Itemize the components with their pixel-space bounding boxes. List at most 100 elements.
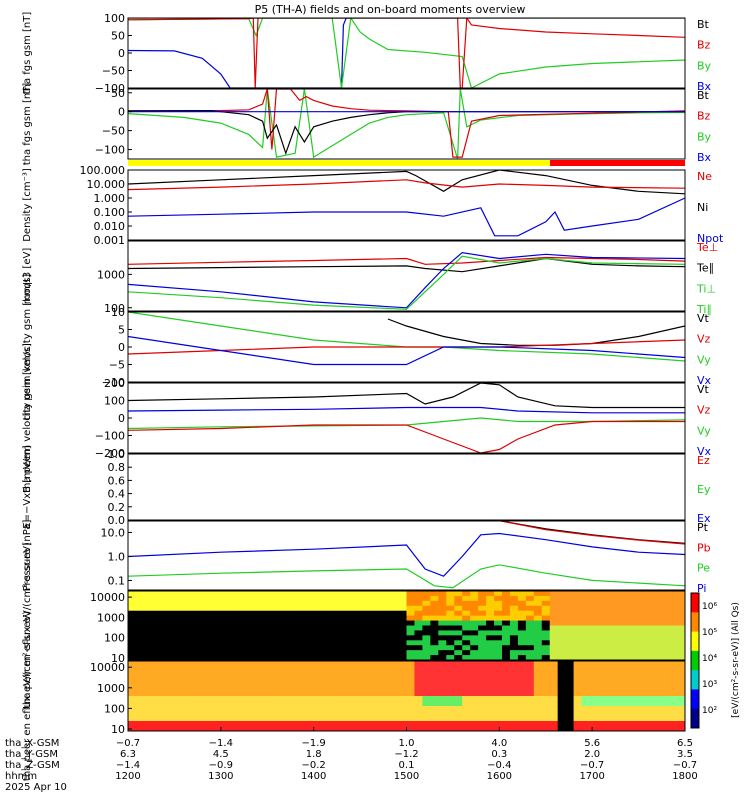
heatmap-cell — [526, 661, 534, 667]
heatmap-cell — [239, 686, 247, 692]
heatmap-cell — [327, 616, 335, 621]
heatmap-cell — [518, 606, 526, 611]
heatmap-cell — [550, 626, 558, 631]
heatmap-cell — [550, 596, 558, 601]
heatmap-cell — [661, 621, 669, 626]
heatmap-cell — [247, 706, 255, 712]
heatmap-cell — [407, 611, 415, 616]
heatmap-cell — [399, 591, 407, 596]
heatmap-cell — [200, 626, 208, 631]
heatmap-cell — [303, 686, 311, 692]
heatmap-cell — [231, 601, 239, 606]
axis-row-label: tha_Z-GSM — [5, 760, 60, 771]
heatmap-cell — [335, 686, 343, 692]
heatmap-cell — [319, 621, 327, 626]
heatmap-cell — [661, 611, 669, 616]
heatmap-cell — [343, 621, 351, 626]
heatmap-cell — [677, 640, 685, 645]
heatmap-cell — [582, 701, 590, 707]
heatmap-cell — [542, 616, 550, 621]
heatmap-cell — [486, 591, 494, 596]
heatmap-cell — [160, 606, 168, 611]
heatmap-cell — [399, 691, 407, 697]
heatmap-cell — [414, 650, 422, 655]
heatmap-cell — [271, 616, 279, 621]
heatmap-cell — [160, 686, 168, 692]
heatmap-cell — [239, 676, 247, 682]
heatmap-cell — [566, 611, 574, 616]
heatmap-cell — [223, 716, 231, 722]
heatmap-cell — [287, 671, 295, 677]
heatmap-cell — [677, 596, 685, 601]
heatmap-cell — [351, 716, 359, 722]
heatmap-cell — [303, 640, 311, 645]
ytick-label: 0.001 — [94, 234, 126, 247]
colorbar-tick-label: 10⁴ — [702, 654, 717, 664]
heatmap-cell — [566, 635, 574, 640]
heatmap-cell — [597, 676, 605, 682]
heatmap-cell — [462, 611, 470, 616]
heatmap-cell — [192, 621, 200, 626]
heatmap-cell — [391, 606, 399, 611]
heatmap-cell — [590, 666, 598, 672]
heatmap-cell — [582, 630, 590, 635]
ytick-label: 0 — [118, 106, 125, 119]
heatmap-cell — [526, 691, 534, 697]
heatmap-cell — [478, 686, 486, 692]
heatmap-cell — [653, 611, 661, 616]
heatmap-cell — [494, 711, 502, 717]
heatmap-cell — [263, 691, 271, 697]
heatmap-cell — [414, 666, 422, 672]
heatmap-cell — [677, 701, 685, 707]
heatmap-cell — [263, 696, 271, 702]
heatmap-cell — [231, 650, 239, 655]
heatmap-cell — [430, 640, 438, 645]
heatmap-cell — [502, 696, 510, 702]
heatmap-cell — [399, 635, 407, 640]
heatmap-cell — [422, 671, 430, 677]
heatmap-cell — [192, 706, 200, 712]
heatmap-cell — [629, 691, 637, 697]
series-Ne — [128, 180, 685, 190]
heatmap-cell — [446, 706, 454, 712]
heatmap-cell — [422, 640, 430, 645]
heatmap-cell — [383, 701, 391, 707]
heatmap-cell — [669, 645, 677, 650]
heatmap-cell — [470, 611, 478, 616]
heatmap-cell — [383, 601, 391, 606]
heatmap-cell — [621, 611, 629, 616]
heatmap-cell — [128, 701, 136, 707]
heatmap-cell — [279, 611, 287, 616]
heatmap-cell — [263, 591, 271, 596]
heatmap-cell — [200, 645, 208, 650]
heatmap-cell — [375, 716, 383, 722]
heatmap-cell — [605, 606, 613, 611]
heatmap-cell — [653, 591, 661, 596]
heatmap-cell — [574, 635, 582, 640]
heatmap-cell — [184, 621, 192, 626]
heatmap-cell — [359, 626, 367, 631]
heatmap-cell — [271, 701, 279, 707]
heatmap-cell — [430, 606, 438, 611]
heatmap-cell — [367, 701, 375, 707]
heatmap-cell — [128, 591, 136, 596]
heatmap-cell — [494, 721, 502, 727]
heatmap-cell — [422, 616, 430, 621]
heatmap-cell — [661, 596, 669, 601]
heatmap-cell — [192, 611, 200, 616]
heatmap-cell — [526, 711, 534, 717]
heatmap-cell — [446, 621, 454, 626]
heatmap-cell — [605, 691, 613, 697]
heatmap-cell — [263, 630, 271, 635]
heatmap-cell — [200, 686, 208, 692]
heatmap-cell — [438, 630, 446, 635]
heatmap-cell — [136, 661, 144, 667]
heatmap-cell — [446, 640, 454, 645]
heatmap-cell — [510, 606, 518, 611]
heatmap-cell — [582, 671, 590, 677]
heatmap-cell — [200, 596, 208, 601]
heatmap-cell — [335, 645, 343, 650]
heatmap-cell — [597, 716, 605, 722]
heatmap-cell — [375, 711, 383, 717]
heatmap-cell — [605, 676, 613, 682]
